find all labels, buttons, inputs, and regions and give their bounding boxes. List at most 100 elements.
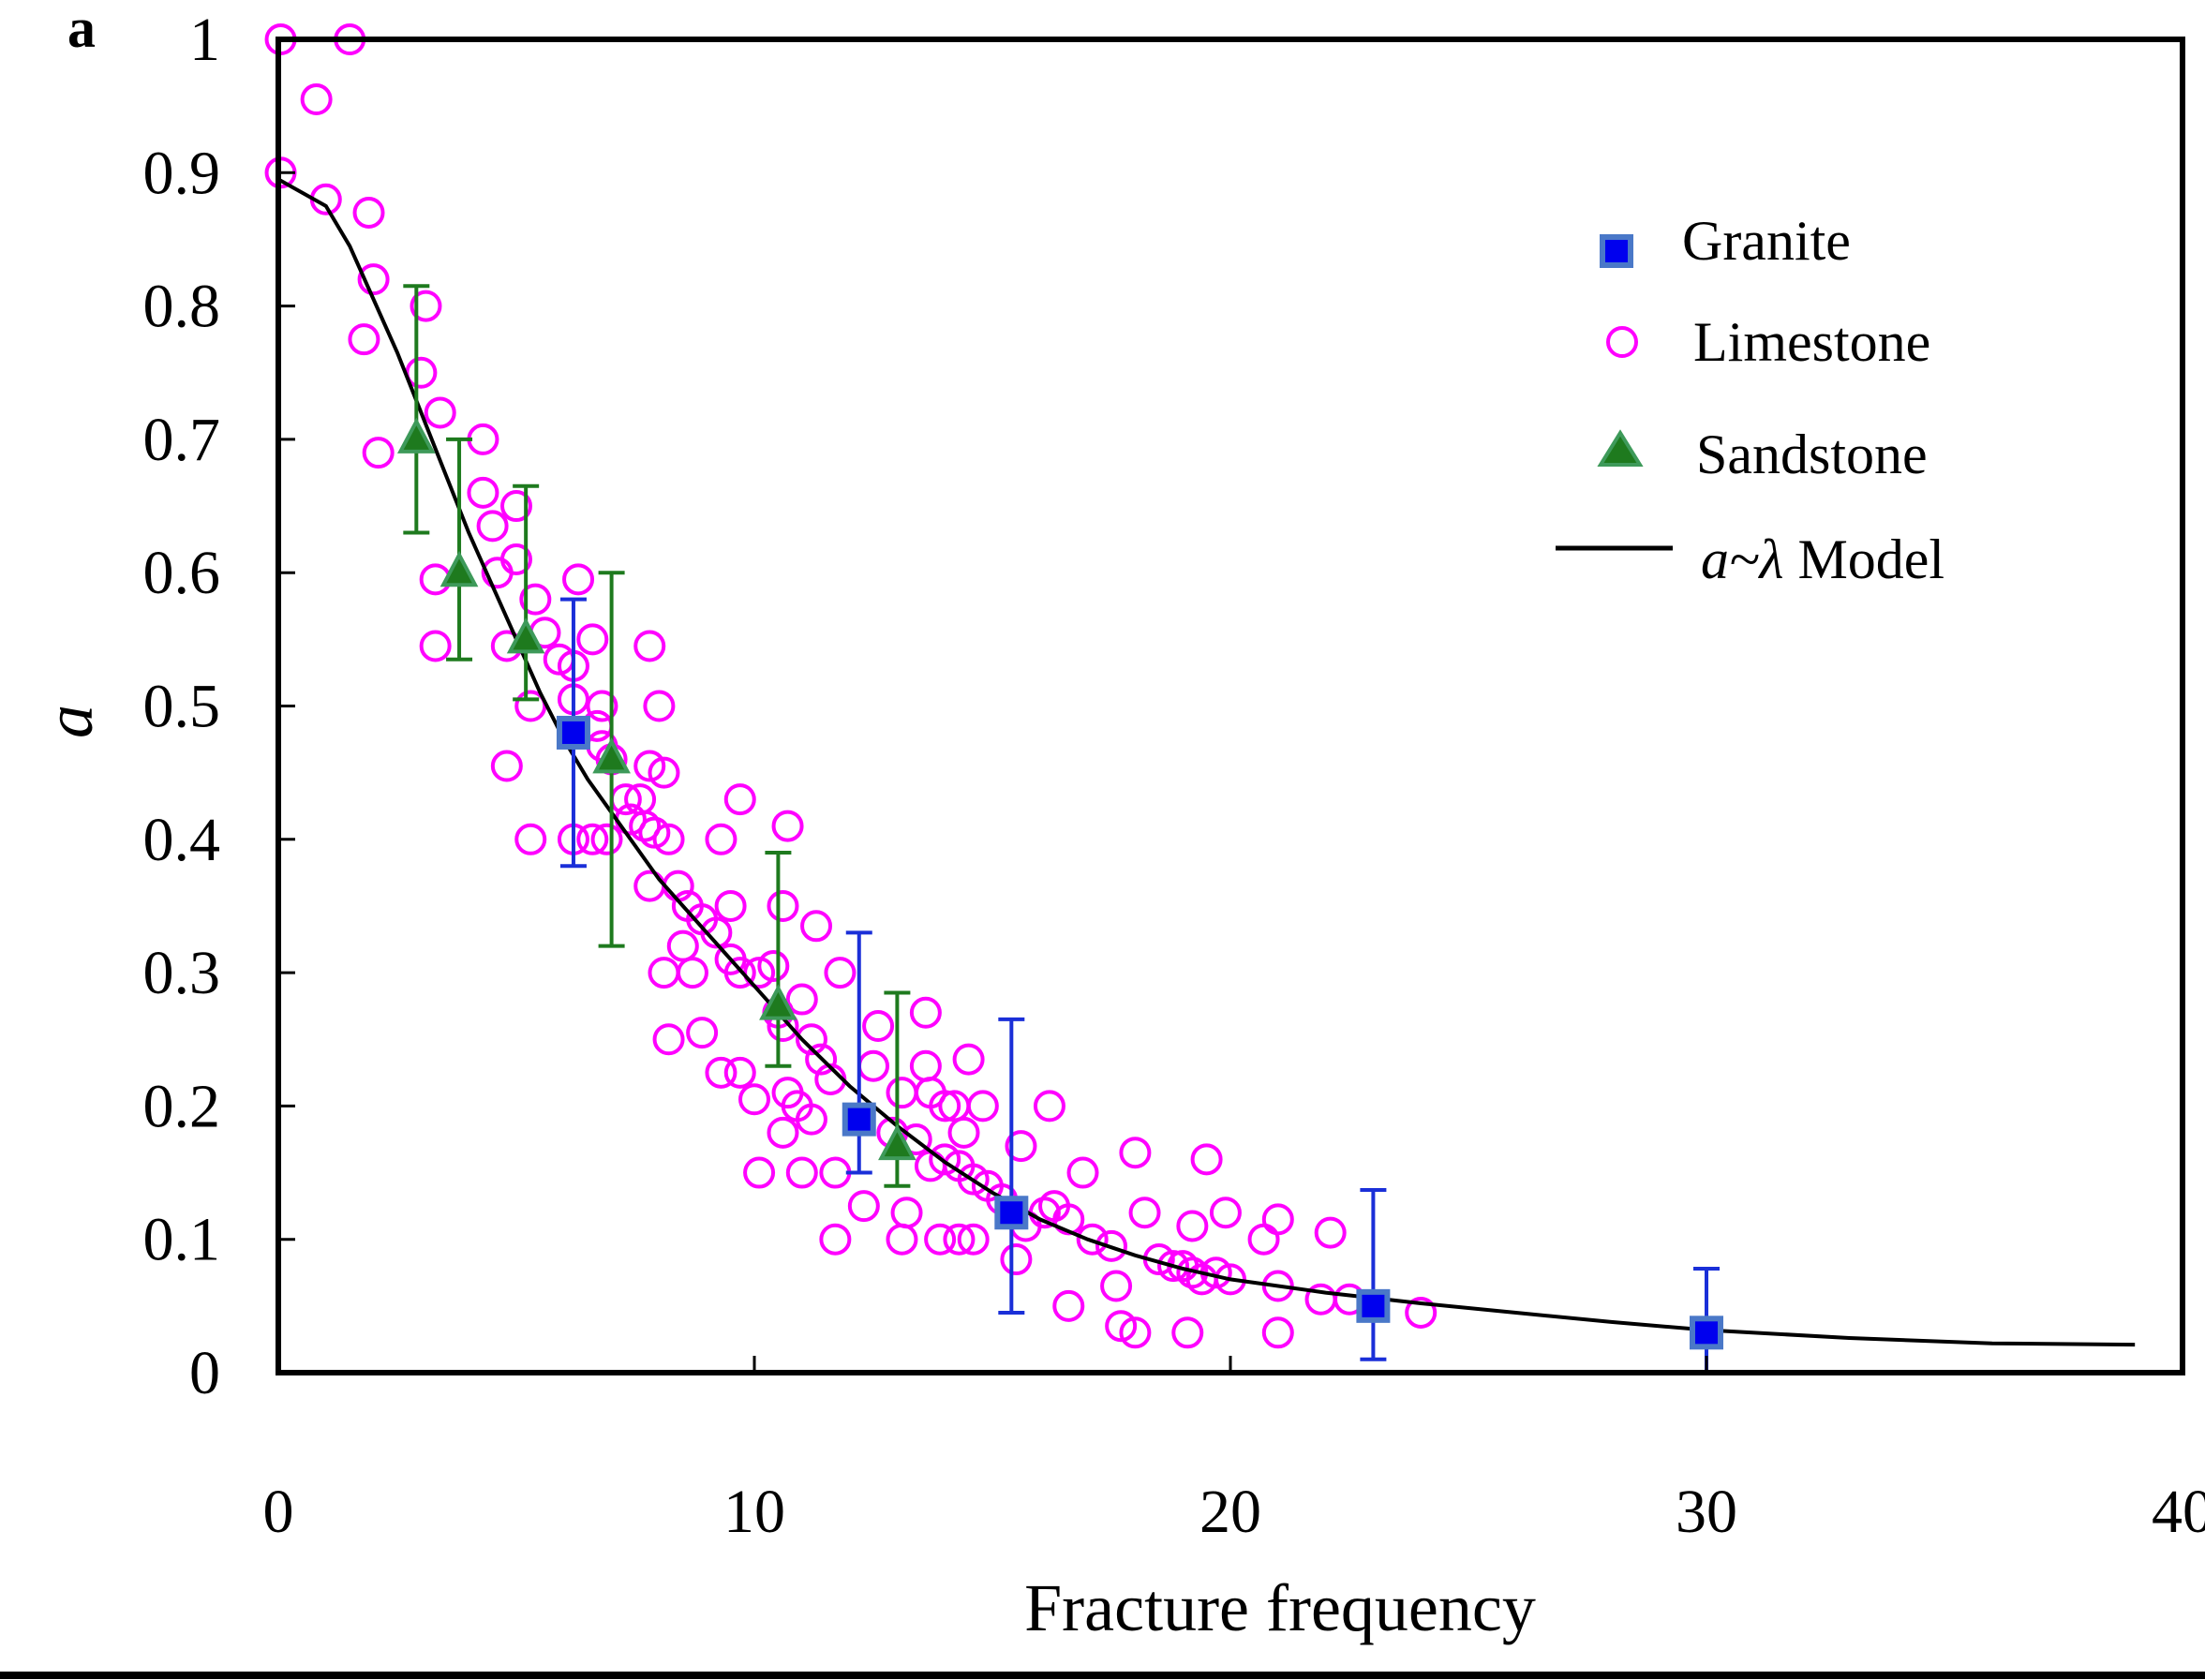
limestone-point bbox=[514, 690, 547, 722]
sandstone-errorbar bbox=[446, 437, 473, 662]
limestone-point bbox=[924, 1223, 957, 1256]
axis-ticks: 0 10 20 30 40 0 0.1 0.2 0.3 0.4 0.5 0.6 0.7 0.8 0.9 1 bbox=[143, 6, 2205, 1546]
legend-granite-marker bbox=[1600, 234, 1633, 268]
limestone-point bbox=[771, 810, 804, 842]
limestone-point bbox=[757, 949, 790, 982]
legend-item-model: a~λ Model bbox=[1556, 528, 1944, 590]
limestone-point bbox=[1052, 1203, 1085, 1236]
legend-limestone-label: Limestone bbox=[1693, 311, 1930, 373]
sandstone-errorbar bbox=[765, 851, 792, 1068]
limestone-point bbox=[357, 263, 390, 296]
x-tick-label: 30 bbox=[1676, 1478, 1737, 1546]
legend-item-limestone: Limestone bbox=[1606, 311, 1930, 373]
legend-model-symbol: a~λ bbox=[1701, 528, 1783, 590]
sandstone-point bbox=[592, 737, 631, 774]
limestone-point bbox=[909, 996, 942, 1029]
y-tick-label: 0.2 bbox=[143, 1072, 221, 1140]
limestone-point bbox=[476, 510, 509, 543]
limestone-point bbox=[819, 1223, 852, 1256]
limestone-point bbox=[767, 1116, 799, 1149]
limestone-point bbox=[586, 690, 618, 722]
limestone-point bbox=[419, 630, 452, 662]
plot-frame bbox=[276, 37, 2185, 1375]
limestone-point bbox=[723, 783, 756, 816]
limestone-point bbox=[767, 889, 799, 922]
legend: Granite Limestone Sandstone a~λ Model bbox=[1556, 210, 1944, 590]
limestone-point bbox=[723, 957, 756, 989]
limestone-point bbox=[638, 816, 671, 849]
limestone-point bbox=[519, 583, 552, 616]
limestone-point bbox=[652, 823, 685, 855]
limestone-point bbox=[652, 1023, 685, 1056]
limestone-point bbox=[424, 396, 456, 429]
limestone-point bbox=[410, 290, 442, 322]
limestone-point bbox=[1261, 1270, 1294, 1302]
limestone-point bbox=[700, 916, 733, 949]
granite-errorbar bbox=[998, 1017, 1025, 1315]
limestone-point bbox=[576, 623, 609, 656]
limestone-point bbox=[1209, 1197, 1242, 1229]
legend-model-word: Model bbox=[1783, 528, 1944, 590]
limestone-point bbox=[643, 690, 676, 722]
limestone-point bbox=[1066, 1156, 1099, 1189]
legend-item-granite: Granite bbox=[1600, 210, 1851, 272]
limestone-point bbox=[1128, 1197, 1161, 1229]
limestone-point bbox=[714, 889, 747, 922]
limestone-point bbox=[490, 750, 523, 782]
limestone-point bbox=[348, 323, 380, 356]
limestone-point bbox=[590, 823, 623, 855]
legend-limestone-marker bbox=[1606, 326, 1638, 358]
limestone-point bbox=[1100, 1270, 1133, 1302]
granite-point bbox=[842, 1102, 876, 1137]
limestone-point bbox=[352, 196, 385, 229]
limestone-point bbox=[947, 1116, 980, 1149]
legend-granite-label: Granite bbox=[1682, 210, 1851, 272]
limestone-point bbox=[738, 1083, 770, 1116]
limestone-point bbox=[1314, 1216, 1347, 1249]
limestone-point bbox=[847, 1190, 880, 1223]
limestone-point bbox=[514, 823, 547, 855]
x-tick-label: 20 bbox=[1199, 1478, 1261, 1546]
granite-errorbar bbox=[1360, 1188, 1387, 1361]
limestone-point bbox=[705, 1056, 737, 1089]
sandstone-point bbox=[396, 417, 436, 453]
limestone-point bbox=[743, 957, 776, 989]
limestone-point bbox=[300, 83, 333, 116]
legend-sandstone-label: Sandstone bbox=[1696, 424, 1928, 485]
limestone-point bbox=[576, 823, 609, 855]
limestone-point bbox=[500, 490, 532, 523]
legend-sandstone-marker bbox=[1597, 429, 1644, 467]
chart-marks bbox=[264, 23, 2136, 1375]
legend-model-label: a~λ Model bbox=[1701, 528, 1944, 590]
limestone-point bbox=[785, 983, 818, 1016]
limestone-point bbox=[467, 476, 499, 509]
limestone-point bbox=[862, 1010, 895, 1043]
limestone-point bbox=[1000, 1243, 1033, 1276]
limestone-point bbox=[952, 1043, 985, 1076]
granite-point bbox=[994, 1196, 1029, 1230]
limestone-point bbox=[795, 1103, 827, 1136]
limestone-point bbox=[362, 437, 395, 469]
sandstone-errorbar bbox=[403, 284, 430, 535]
y-tick-label: 0.5 bbox=[143, 673, 221, 741]
limestone-point bbox=[1176, 1210, 1209, 1242]
limestone-point bbox=[1405, 1296, 1438, 1329]
y-tick-label: 0.1 bbox=[143, 1206, 221, 1274]
limestone-point bbox=[633, 750, 666, 782]
y-tick-label: 0.3 bbox=[143, 939, 221, 1007]
limestone-point bbox=[743, 1156, 776, 1189]
limestone-point bbox=[723, 1056, 756, 1089]
x-tick-label: 40 bbox=[2152, 1478, 2205, 1546]
x-tick-label: 10 bbox=[723, 1478, 785, 1546]
limestone-point bbox=[1261, 1316, 1294, 1349]
limestone-point bbox=[562, 563, 595, 596]
limestone-point bbox=[1157, 1250, 1190, 1283]
limestone-point bbox=[1076, 1223, 1109, 1256]
x-axis-title: Fracture frequency bbox=[1024, 1570, 1536, 1645]
x-tick-label: 0 bbox=[263, 1478, 294, 1546]
y-tick-label: 0.9 bbox=[143, 139, 221, 207]
limestone-point bbox=[1095, 1229, 1127, 1262]
limestone-point bbox=[824, 957, 857, 989]
granite-point bbox=[556, 715, 590, 750]
